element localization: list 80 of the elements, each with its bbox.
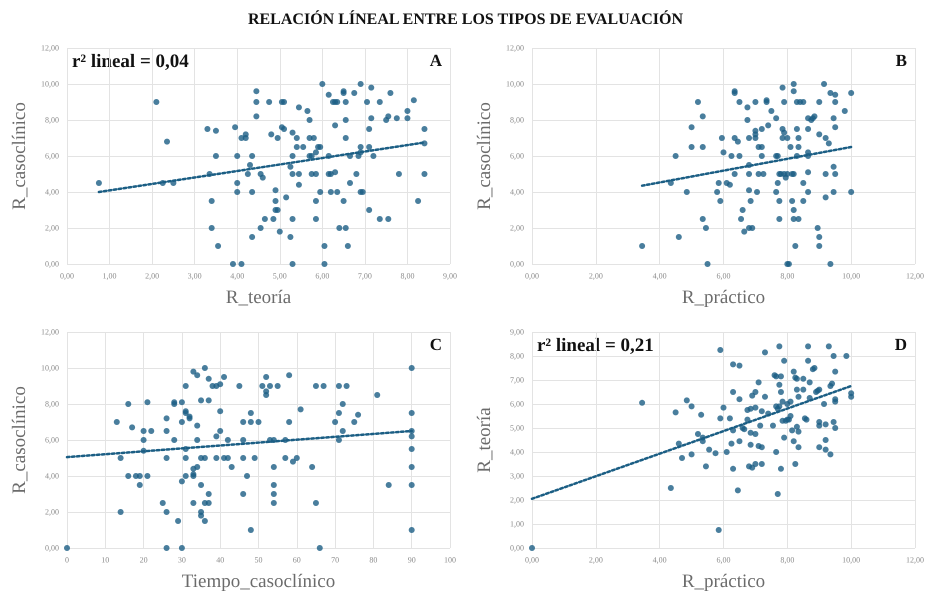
- y-tick-label: 7,00: [510, 376, 524, 384]
- y-tick-label: 1,00: [510, 520, 524, 528]
- y-tick-label: 6,00: [510, 152, 524, 160]
- x-tick-label: 9,00: [443, 272, 457, 280]
- y-axis-title: R_casoclínico: [9, 386, 30, 494]
- x-tick-label: 70: [331, 556, 340, 564]
- x-tick-label: 4,00: [652, 556, 667, 564]
- y-axis-title: R_teoría: [474, 406, 495, 473]
- y-tick-label: 8,00: [45, 400, 59, 408]
- y-axis-title: R_casoclínico: [9, 102, 30, 210]
- y-axis-title: R_casoclínico: [474, 102, 495, 210]
- x-tick-label: 4,00: [652, 272, 667, 280]
- x-tick-label: 100: [444, 556, 456, 564]
- annotation: D: [894, 335, 908, 354]
- x-tick-label: 6,00: [716, 272, 730, 280]
- y-tick-label: 6,00: [510, 400, 524, 408]
- y-tick-label: 0,00: [45, 260, 59, 268]
- x-tick-label: 7,00: [358, 272, 372, 280]
- x-tick-label: 0,00: [525, 272, 539, 280]
- x-tick-label: 40: [216, 556, 224, 564]
- x-tick-label: 80: [369, 556, 378, 564]
- x-tick-label: 90: [408, 556, 416, 564]
- x-tick-label: 12,00: [906, 556, 924, 564]
- y-tick-label: 0,00: [510, 260, 524, 268]
- y-tick-label: 10,00: [41, 80, 59, 88]
- x-tick-label: 12,00: [906, 272, 924, 280]
- annotation: r² lineal = 0,04: [72, 51, 190, 72]
- y-tick-label: 2,00: [45, 224, 59, 232]
- x-tick-label: 6,00: [315, 272, 330, 280]
- annotation: B: [896, 51, 908, 70]
- x-tick-label: 8,00: [780, 272, 794, 280]
- x-tick-label: 2,00: [588, 556, 603, 564]
- y-tick-label: 6,00: [45, 152, 59, 160]
- y-tick-label: 12,00: [506, 44, 524, 52]
- y-tick-label: 4,00: [510, 188, 524, 196]
- y-tick-label: 10,00: [506, 80, 524, 88]
- annotation: A: [430, 51, 443, 70]
- y-tick-label: 10,00: [41, 364, 59, 372]
- y-tick-label: 4,00: [45, 472, 59, 480]
- x-axis-title: R_práctico: [682, 571, 766, 592]
- y-tick-label: 12,00: [41, 328, 59, 336]
- y-tick-label: 0,00: [510, 544, 524, 552]
- x-tick-label: 8,00: [400, 272, 414, 280]
- x-tick-label: 60: [292, 556, 301, 564]
- y-tick-label: 8,00: [510, 352, 524, 360]
- y-tick-label: 8,00: [510, 116, 524, 124]
- y-tick-label: 9,00: [510, 328, 524, 336]
- y-tick-label: 4,00: [510, 448, 524, 456]
- x-tick-label: 10: [101, 556, 110, 564]
- x-tick-label: 0: [65, 556, 69, 564]
- x-tick-label: 0,00: [525, 556, 539, 564]
- x-tick-label: 4,00: [230, 272, 244, 280]
- y-tick-label: 2,00: [510, 496, 524, 504]
- y-tick-label: 5,00: [510, 424, 524, 432]
- y-tick-label: 8,00: [45, 116, 59, 124]
- x-tick-label: 10,00: [842, 272, 860, 280]
- x-tick-label: 20: [140, 556, 148, 564]
- x-axis-title: R_práctico: [682, 287, 766, 308]
- x-tick-label: 3,00: [188, 272, 202, 280]
- y-tick-label: 0,00: [45, 544, 59, 552]
- x-axis-title: R_teoría: [226, 287, 292, 308]
- x-tick-label: 2,00: [588, 272, 603, 280]
- x-tick-label: 50: [254, 556, 262, 564]
- annotation: C: [430, 335, 442, 354]
- y-tick-label: 4,00: [45, 188, 59, 196]
- x-tick-label: 10,00: [842, 556, 860, 564]
- y-tick-label: 12,00: [41, 44, 59, 52]
- x-tick-label: 0,00: [60, 272, 74, 280]
- x-tick-label: 1,00: [102, 272, 117, 280]
- x-tick-label: 2,00: [145, 272, 160, 280]
- y-tick-label: 2,00: [45, 508, 59, 516]
- x-axis-title: Tiempo_casoclínico: [182, 571, 336, 592]
- chart-title: RELACIÓN LÍNEAL ENTRE LOS TIPOS DE EVALUACIÓN: [246, 9, 684, 30]
- x-tick-label: 6,00: [716, 556, 730, 564]
- y-tick-label: 2,00: [510, 224, 524, 232]
- x-tick-label: 5,00: [272, 272, 287, 280]
- x-tick-label: 30: [178, 556, 186, 564]
- y-tick-label: 3,00: [510, 472, 524, 480]
- x-tick-label: 8,00: [780, 556, 794, 564]
- y-tick-label: 6,00: [45, 436, 59, 444]
